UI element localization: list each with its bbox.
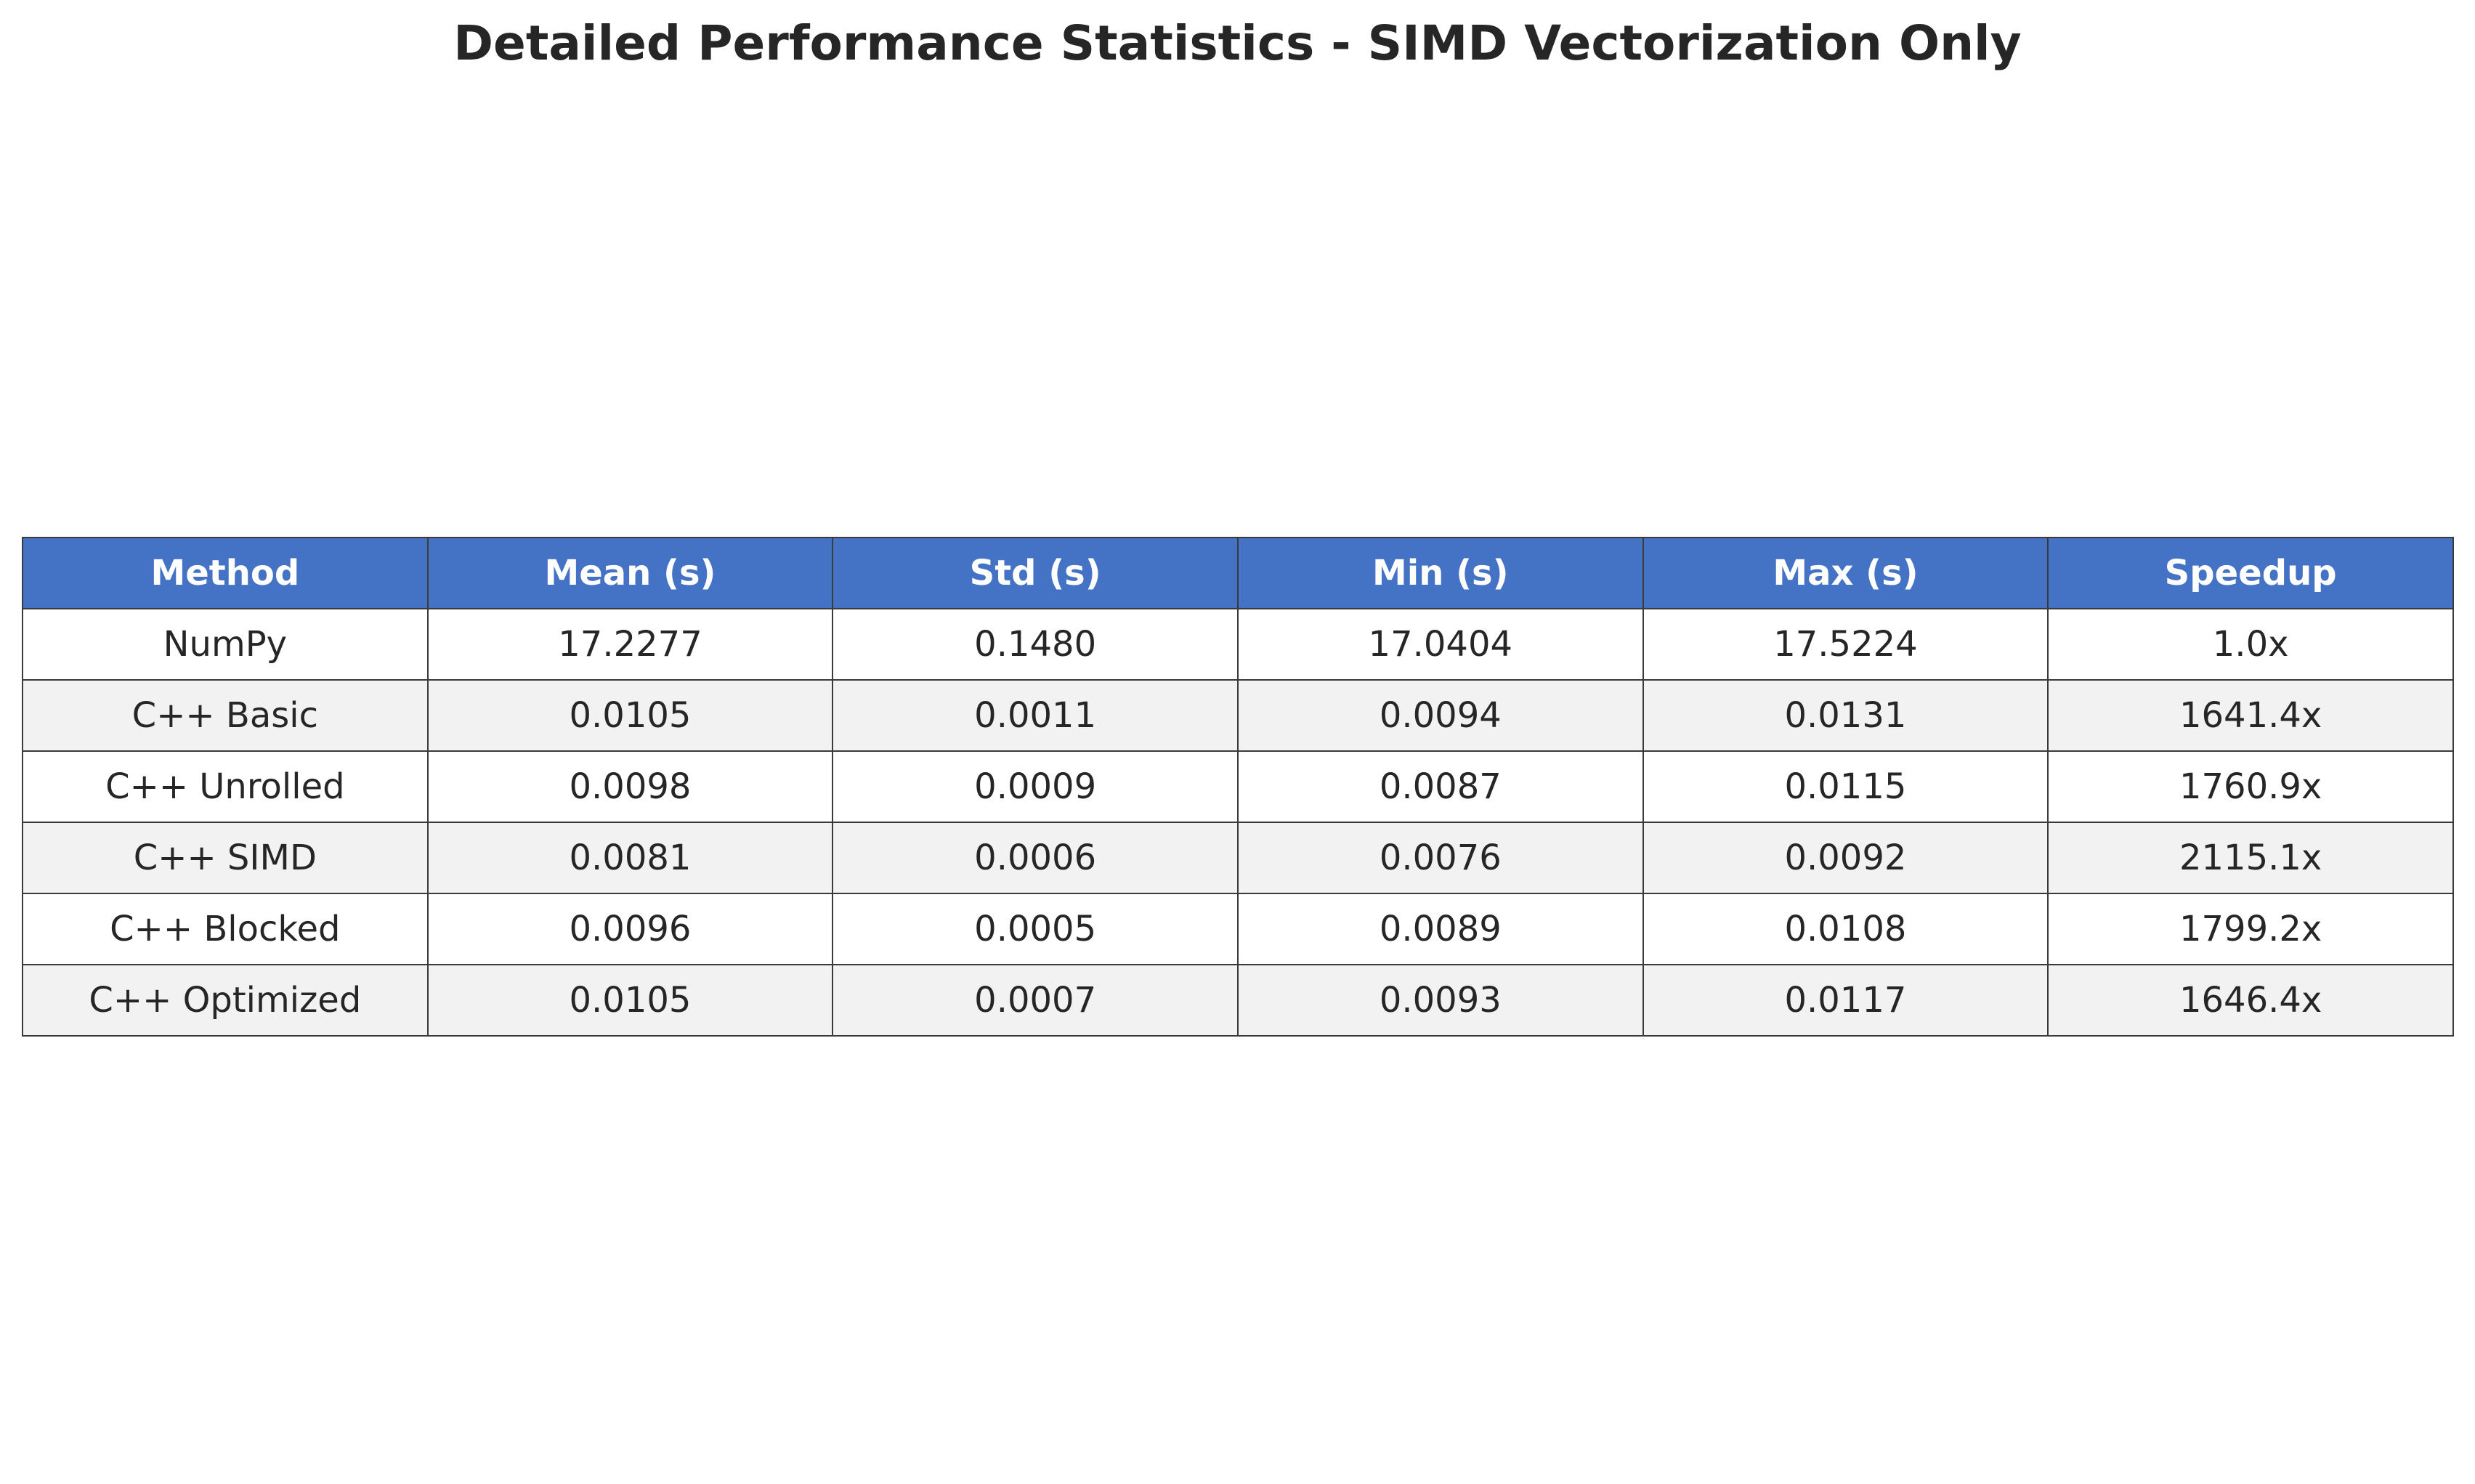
cell-method: C++ SIMD	[22, 822, 429, 894]
table-row: C++ Unrolled 0.0098 0.0009 0.0087 0.0115…	[22, 750, 2454, 823]
cell-std: 0.0006	[832, 822, 1239, 894]
column-header-speedup: Speedup	[2047, 537, 2454, 609]
column-header-std: Std (s)	[832, 537, 1239, 609]
column-header-max: Max (s)	[1642, 537, 2049, 609]
cell-speedup: 2115.1x	[2047, 822, 2454, 894]
cell-method: NumPy	[22, 608, 429, 681]
cell-max: 0.0131	[1642, 679, 2049, 752]
table-row: C++ SIMD 0.0081 0.0006 0.0076 0.0092 211…	[22, 822, 2454, 894]
cell-max: 0.0108	[1642, 893, 2049, 965]
cell-max: 0.0092	[1642, 822, 2049, 894]
cell-speedup: 1760.9x	[2047, 750, 2454, 823]
column-header-mean: Mean (s)	[426, 537, 834, 609]
cell-min: 17.0404	[1236, 608, 1644, 681]
cell-mean: 0.0096	[426, 893, 834, 965]
cell-method: C++ Unrolled	[22, 750, 429, 823]
cell-method: C++ Basic	[22, 679, 429, 752]
cell-speedup: 1.0x	[2047, 608, 2454, 681]
column-header-method: Method	[22, 537, 429, 609]
cell-mean: 0.0081	[426, 822, 834, 894]
cell-method: C++ Optimized	[22, 964, 429, 1037]
cell-std: 0.1480	[832, 608, 1239, 681]
cell-std: 0.0007	[832, 964, 1239, 1037]
cell-min: 0.0093	[1236, 964, 1644, 1037]
cell-speedup: 1799.2x	[2047, 893, 2454, 965]
cell-method: C++ Blocked	[22, 893, 429, 965]
cell-mean: 0.0098	[426, 750, 834, 823]
cell-std: 0.0011	[832, 679, 1239, 752]
cell-min: 0.0087	[1236, 750, 1644, 823]
cell-mean: 17.2277	[426, 608, 834, 681]
table-row: NumPy 17.2277 0.1480 17.0404 17.5224 1.0…	[22, 608, 2454, 681]
cell-speedup: 1646.4x	[2047, 964, 2454, 1037]
cell-mean: 0.0105	[426, 964, 834, 1037]
cell-min: 0.0094	[1236, 679, 1644, 752]
chart-title: Detailed Performance Statistics - SIMD V…	[453, 15, 2022, 71]
column-header-min: Min (s)	[1236, 537, 1644, 609]
table-row: C++ Basic 0.0105 0.0011 0.0094 0.0131 16…	[22, 679, 2454, 752]
cell-max: 0.0115	[1642, 750, 2049, 823]
cell-mean: 0.0105	[426, 679, 834, 752]
table-header-row: Method Mean (s) Std (s) Min (s) Max (s) …	[22, 537, 2454, 609]
table-row: C++ Blocked 0.0096 0.0005 0.0089 0.0108 …	[22, 893, 2454, 965]
cell-min: 0.0076	[1236, 822, 1644, 894]
cell-std: 0.0009	[832, 750, 1239, 823]
cell-max: 0.0117	[1642, 964, 2049, 1037]
cell-max: 17.5224	[1642, 608, 2049, 681]
table-row: C++ Optimized 0.0105 0.0007 0.0093 0.011…	[22, 964, 2454, 1037]
cell-min: 0.0089	[1236, 893, 1644, 965]
cell-std: 0.0005	[832, 893, 1239, 965]
performance-stats-table: Method Mean (s) Std (s) Min (s) Max (s) …	[22, 537, 2454, 1037]
cell-speedup: 1641.4x	[2047, 679, 2454, 752]
